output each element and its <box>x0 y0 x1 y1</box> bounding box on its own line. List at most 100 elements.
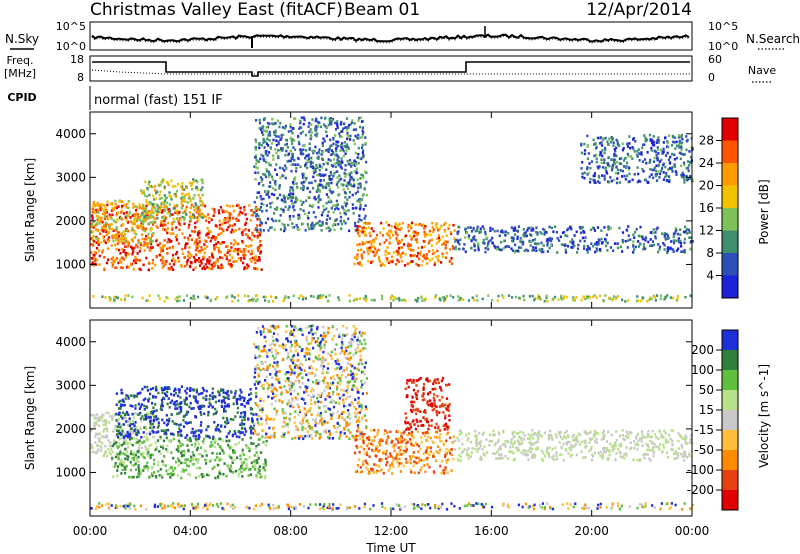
data-cell <box>108 444 111 448</box>
data-cell <box>372 240 375 243</box>
data-cell <box>322 204 325 208</box>
data-cell <box>349 183 352 186</box>
data-cell <box>180 476 183 480</box>
data-cell <box>654 150 657 154</box>
data-cell <box>266 121 270 125</box>
data-cell <box>195 448 199 452</box>
data-cell <box>97 419 100 423</box>
data-cell <box>361 240 364 244</box>
data-cell <box>214 224 217 227</box>
data-cell <box>174 466 177 470</box>
data-cell <box>621 250 624 253</box>
data-cell <box>448 223 451 227</box>
data-cell <box>394 230 397 233</box>
data-cell <box>657 141 660 144</box>
data-cell <box>649 231 652 234</box>
data-cell <box>671 144 674 147</box>
data-cell <box>116 474 119 478</box>
data-cell <box>218 459 221 462</box>
data-cell <box>102 236 105 239</box>
data-cell <box>109 223 112 226</box>
data-cell <box>233 223 236 226</box>
data-cell <box>300 368 303 372</box>
data-cell <box>116 239 119 242</box>
data-cell <box>102 413 105 417</box>
data-cell <box>666 140 669 143</box>
data-cell <box>283 198 286 202</box>
data-cell <box>157 460 160 464</box>
data-cell <box>199 204 202 207</box>
data-cell <box>207 435 210 438</box>
data-cell <box>372 250 375 254</box>
data-cell <box>245 217 249 221</box>
data-cell <box>207 413 210 417</box>
data-cell <box>267 170 270 174</box>
data-cell <box>218 471 221 475</box>
data-cell <box>163 185 166 189</box>
data-cell <box>170 392 173 396</box>
data-cell <box>264 173 267 176</box>
data-cell <box>257 249 260 252</box>
data-cell <box>655 174 658 178</box>
data-cell <box>358 411 361 414</box>
data-cell <box>431 221 434 225</box>
data-cell <box>364 214 367 218</box>
data-cell <box>581 175 584 179</box>
data-cell <box>149 388 152 391</box>
data-cell <box>239 396 242 399</box>
data-cell <box>240 403 243 406</box>
data-cell <box>229 447 232 450</box>
data-cell <box>92 200 95 204</box>
data-cell <box>150 211 153 214</box>
data-cell <box>336 203 339 206</box>
data-cell <box>265 193 268 196</box>
data-cell <box>233 296 236 299</box>
data-cell <box>133 451 136 455</box>
data-cell <box>241 240 244 243</box>
data-cell <box>312 295 315 298</box>
data-cell <box>681 137 684 141</box>
data-cell <box>671 170 674 173</box>
data-cell <box>197 218 200 221</box>
data-cell <box>377 256 380 259</box>
data-cell <box>173 206 177 210</box>
data-cell <box>495 247 498 251</box>
data-cell <box>444 244 448 247</box>
data-cell <box>226 251 229 255</box>
data-cell <box>335 362 338 365</box>
data-cell <box>678 141 681 145</box>
data-cell <box>344 144 347 148</box>
data-cell <box>113 299 116 303</box>
data-cell <box>348 294 351 297</box>
data-cell <box>346 387 349 390</box>
data-cell <box>583 152 586 156</box>
data-cell <box>308 130 311 134</box>
data-cell <box>140 436 143 439</box>
data-cell <box>588 247 591 251</box>
data-cell <box>188 405 191 409</box>
data-cell <box>335 206 338 210</box>
data-cell <box>280 136 283 140</box>
data-cell <box>656 148 660 151</box>
data-cell <box>360 219 363 222</box>
data-cell <box>94 253 97 257</box>
data-cell <box>284 296 287 300</box>
data-cell <box>137 464 140 467</box>
data-cell <box>166 247 169 251</box>
data-cell <box>269 146 272 149</box>
data-cell <box>180 401 183 404</box>
data-cell <box>316 124 319 127</box>
data-cell <box>128 417 131 420</box>
data-cell <box>309 128 312 131</box>
data-cell <box>362 149 365 152</box>
data-cell <box>220 405 223 408</box>
data-cell <box>357 119 360 122</box>
data-cell <box>197 205 200 209</box>
data-cell <box>133 230 136 233</box>
data-cell <box>633 173 636 176</box>
data-cell <box>247 474 250 477</box>
data-cell <box>370 242 373 246</box>
data-cell <box>126 454 129 458</box>
data-cell <box>143 408 146 411</box>
data-cell <box>179 423 182 426</box>
